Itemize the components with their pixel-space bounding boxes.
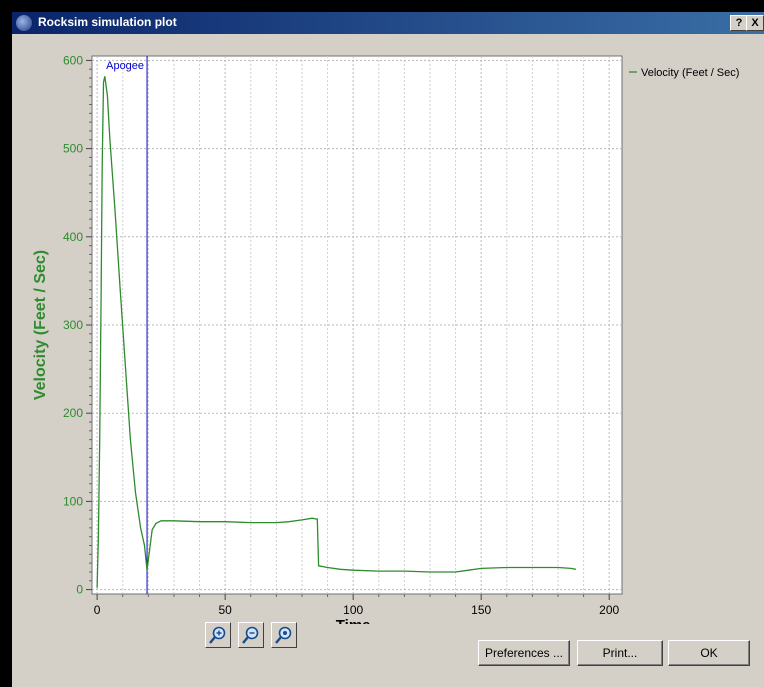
x-tick-label: 50 — [218, 603, 232, 617]
x-tick-label: 150 — [471, 603, 491, 617]
y-tick-label: 600 — [63, 53, 83, 67]
window-title: Rocksim simulation plot — [38, 15, 177, 29]
x-tick-label: 0 — [94, 603, 101, 617]
velocity-chart: 0 100 200 300 400 500 600 0 50 100 150 200 Time Veloc… — [32, 53, 739, 624]
zoom-out-button[interactable] — [238, 622, 264, 648]
x-axis-title: Time — [336, 617, 371, 624]
preferences-button[interactable]: Preferences ... — [478, 640, 570, 666]
zoom-in-button[interactable] — [205, 622, 231, 648]
print-button[interactable]: Print... — [577, 640, 663, 666]
x-tick-label: 200 — [599, 603, 619, 617]
zoom-reset-icon — [275, 626, 292, 644]
close-button[interactable]: X — [746, 15, 764, 31]
series-line-velocity — [96, 76, 577, 588]
zoom-reset-button[interactable] — [271, 622, 297, 648]
y-tick-label: 300 — [63, 318, 83, 332]
y-tick-label: 200 — [63, 406, 83, 420]
title-bar[interactable]: Rocksim simulation plot ? X — [12, 12, 764, 34]
zoom-in-icon — [209, 626, 226, 644]
app-icon — [16, 15, 32, 31]
ok-button[interactable]: OK — [668, 640, 750, 666]
y-tick-label: 500 — [63, 142, 83, 156]
y-tick-label: 0 — [76, 583, 83, 597]
zoom-out-icon — [242, 626, 259, 644]
x-tick-label: 100 — [343, 603, 363, 617]
plot-window: Rocksim simulation plot ? X 0 100 200 300 40… — [12, 12, 764, 687]
y-axis-title: Velocity (Feet / Sec) — [32, 250, 49, 400]
y-tick-label: 400 — [63, 230, 83, 244]
legend-label: Velocity (Feet / Sec) — [641, 67, 739, 79]
y-tick-label: 100 — [63, 494, 83, 508]
apogee-label: Apogee — [106, 60, 144, 72]
